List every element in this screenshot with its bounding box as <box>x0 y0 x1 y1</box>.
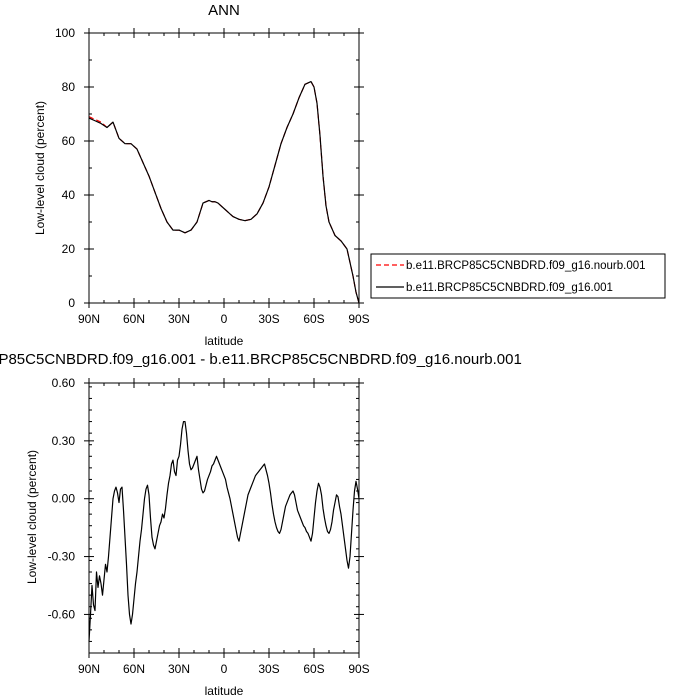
bottom-series-lines <box>88 420 360 642</box>
top-y-tick-label: 60 <box>62 134 76 148</box>
legend-label-nourb: b.e11.BRCP85C5CNBDRD.f09_g16.nourb.001 <box>406 260 646 272</box>
bottom-title: b.e11.BRCP85C5CNBDRD.f09_g16.001 - b.e11… <box>0 351 522 368</box>
top-y-tick-label: 100 <box>55 26 75 40</box>
bottom-panel: b.e11.BRCP85C5CNBDRD.f09_g16.001 - b.e11… <box>0 351 522 698</box>
top-series-lines <box>88 80 360 304</box>
bottom-y-tick-label: -0.60 <box>48 607 76 621</box>
top-panel: ANN latitude Low-level cloud (percent) 9… <box>33 2 370 348</box>
bottom-axis-ticks: 90N 60N 30N 0 30S 60S 90S -0.60 -0.30 0.00 0.30 0.6… <box>48 376 370 676</box>
bottom-x-tick-label: 30S <box>258 662 279 676</box>
top-x-tick-label: 60S <box>303 312 324 326</box>
top-x-tick-label: 0 <box>221 312 228 326</box>
bottom-x-tick-label: 90S <box>348 662 369 676</box>
top-x-tick-label: 90N <box>78 312 100 326</box>
top-plot-frame <box>88 32 360 304</box>
top-x-tick-label: 90S <box>348 312 369 326</box>
top-x-tick-label: 60N <box>123 312 145 326</box>
top-x-axis-label: latitude <box>205 334 244 348</box>
bottom-y-tick-label: -0.30 <box>48 550 76 564</box>
top-y-axis-label: Low-level cloud (percent) <box>33 101 47 235</box>
legend-label-control: b.e11.BRCP85C5CNBDRD.f09_g16.001 <box>406 282 613 294</box>
top-x-tick-label: 30N <box>168 312 190 326</box>
bottom-x-tick-label: 60S <box>303 662 324 676</box>
top-series-line-1 <box>88 80 360 304</box>
bottom-y-tick-label: 0.00 <box>52 492 76 506</box>
bottom-y-tick-label: 0.60 <box>52 376 76 390</box>
bottom-x-axis-label: latitude <box>205 684 244 698</box>
top-y-tick-label: 20 <box>62 242 76 256</box>
bottom-x-tick-label: 90N <box>78 662 100 676</box>
top-y-tick-label: 0 <box>68 296 75 310</box>
bottom-y-tick-label: 0.30 <box>52 434 76 448</box>
legend-box <box>370 253 666 299</box>
bottom-x-tick-label: 0 <box>221 662 228 676</box>
bottom-series-line-0 <box>88 420 360 642</box>
bottom-x-tick-label: 30N <box>168 662 190 676</box>
top-y-tick-label: 40 <box>62 188 76 202</box>
top-title: ANN <box>208 2 240 19</box>
top-y-tick-label: 80 <box>62 80 76 94</box>
top-x-tick-label: 30S <box>258 312 279 326</box>
bottom-plot-frame <box>88 382 360 654</box>
legend: b.e11.BRCP85C5CNBDRD.f09_g16.nourb.001 b… <box>370 253 666 299</box>
bottom-y-axis-label: Low-level cloud (percent) <box>25 450 39 584</box>
bottom-x-tick-label: 60N <box>123 662 145 676</box>
